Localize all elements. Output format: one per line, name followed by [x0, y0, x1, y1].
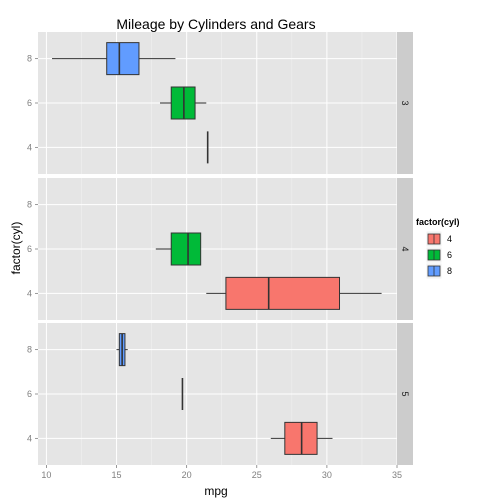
facet-strip-label: 5 — [400, 391, 410, 396]
box-3-cyl-8 — [52, 42, 176, 76]
y-tick-label: 4 — [27, 142, 32, 152]
y-tick-label: 6 — [27, 98, 32, 108]
legend-label: 8 — [447, 266, 452, 276]
x-tick-label: 25 — [252, 470, 262, 480]
x-tick-label: 30 — [322, 470, 332, 480]
facet-strip — [397, 32, 413, 174]
y-tick-label: 4 — [27, 288, 32, 298]
legend-item-4: 4 — [425, 230, 452, 248]
y-tick-label: 8 — [27, 345, 32, 355]
box-4-cyl-6 — [155, 232, 202, 266]
x-tick-label: 10 — [41, 470, 51, 480]
facet-panel-3: 4 6 8 3 — [27, 32, 413, 174]
box-5-cyl-4 — [270, 421, 333, 455]
legend-label: 6 — [447, 250, 452, 260]
y-axis-title: factor(cyl) — [9, 222, 23, 275]
legend-label: 4 — [447, 234, 452, 244]
box-body — [170, 232, 202, 266]
facet-panel-5: 4 6 8 5 — [27, 323, 413, 465]
chart-title: Mileage by Cylinders and Gears — [116, 16, 315, 32]
x-tick-label: 20 — [182, 470, 192, 480]
facet-strip-label: 3 — [400, 100, 410, 105]
facet-strip — [397, 323, 413, 465]
legend: factor(cyl) 4 6 8 — [416, 217, 460, 280]
facet-strip — [397, 178, 413, 320]
legend-item-6: 6 — [425, 246, 452, 264]
y-tick-label: 8 — [27, 54, 32, 64]
facet-panel-4: 4 6 8 4 — [27, 178, 413, 320]
x-tick-label: 15 — [112, 470, 122, 480]
legend-item-8: 8 — [425, 262, 452, 280]
y-tick-label: 8 — [27, 200, 32, 210]
y-tick-label: 6 — [27, 389, 32, 399]
x-tick-label: 35 — [392, 470, 402, 480]
facet-panels: 4 6 8 3 4 6 8 4 4 6 8 5 10 15 20 25 30 35 — [27, 32, 413, 480]
box-body — [225, 276, 341, 310]
y-tick-label: 6 — [27, 244, 32, 254]
x-axis-title: mpg — [204, 484, 227, 498]
box-5-cyl-8 — [116, 333, 128, 367]
facet-strip-label: 4 — [400, 246, 410, 251]
box-body — [106, 42, 140, 76]
box-3-cyl-6 — [160, 86, 207, 120]
x-axis: 10 15 20 25 30 35 — [41, 465, 402, 480]
legend-title: factor(cyl) — [416, 217, 460, 227]
box-4-cyl-4 — [206, 276, 382, 310]
y-tick-label: 4 — [27, 433, 32, 443]
